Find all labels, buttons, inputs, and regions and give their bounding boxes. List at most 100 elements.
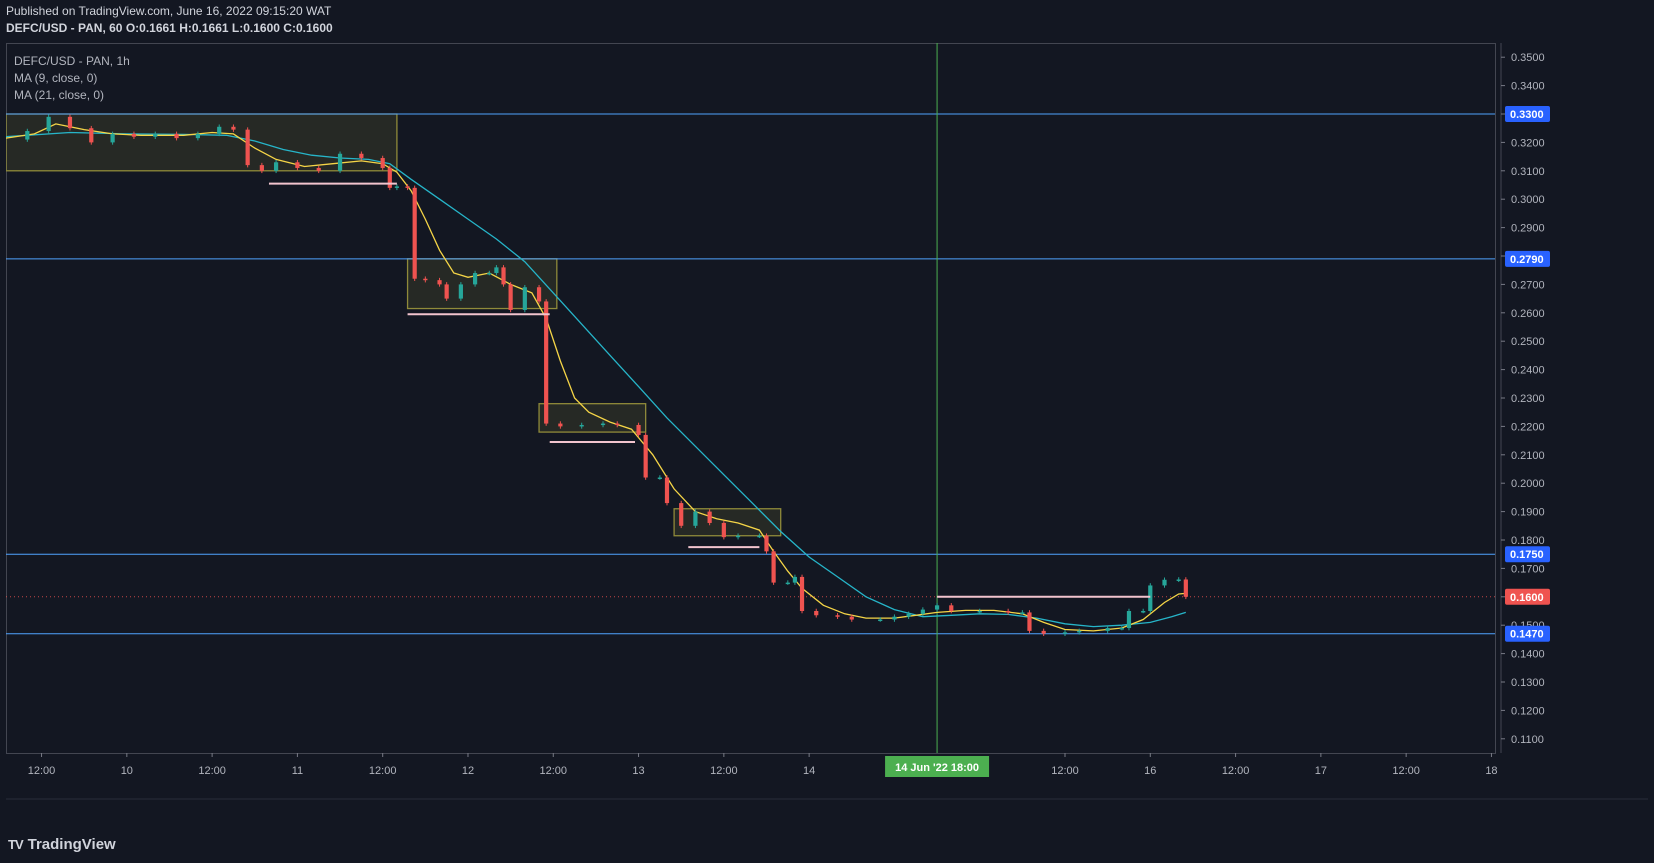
candle-body-32 [508, 284, 513, 310]
candle-body-76 [1162, 579, 1167, 586]
candle-body-7 [153, 133, 158, 137]
candle-body-23 [412, 187, 417, 279]
level-badge-4: 0.1470 [1510, 629, 1544, 641]
candle-body-21 [394, 186, 400, 188]
published-caption: Published on TradingView.com, June 16, 2… [6, 4, 332, 18]
candle-body-48 [735, 535, 741, 538]
x-tick-label: 10 [121, 765, 133, 777]
legend-ma9[interactable]: MA (9, close, 0) [14, 71, 98, 85]
x-tick-label: 12:00 [1222, 765, 1250, 777]
y-tick-label: 0.3200 [1511, 137, 1545, 149]
candle-body-18 [359, 153, 364, 159]
level-badge-1: 0.3300 [1510, 109, 1544, 121]
candle-body-30 [494, 267, 499, 274]
ma21-line [6, 131, 1186, 628]
candle-body-42 [657, 477, 662, 480]
y-tick-label: 0.3500 [1511, 52, 1545, 64]
candle-body-3 [67, 116, 73, 129]
x-tick-label: 16 [1144, 765, 1156, 777]
y-tick-label: 0.1900 [1511, 507, 1545, 519]
level-badge-1-bg [1505, 106, 1550, 122]
candle-body-73 [1126, 611, 1132, 629]
candle-body-51 [771, 551, 776, 583]
candle-body-39 [615, 423, 620, 426]
candle-body-20 [387, 167, 392, 188]
x-tick-label: 12:00 [198, 765, 226, 777]
y-tick-label: 0.1200 [1511, 705, 1545, 717]
candle-body-75 [1148, 585, 1153, 611]
candle-body-57 [849, 616, 854, 620]
tradingview-logo-icon: TV [8, 837, 24, 852]
current-price-badge-bg [1505, 588, 1550, 605]
candle-body-22 [405, 186, 410, 188]
chart-area[interactable]: 0.3500 0.3400 0.3300 0.3200 0.3100 0.3000 0.29… [6, 43, 1648, 839]
candle-body-13 [259, 165, 264, 171]
x-tick-label: 12:00 [369, 765, 397, 777]
candle-body-37 [579, 424, 584, 427]
candle-body-78 [1183, 579, 1188, 597]
candle-body-54 [799, 576, 805, 611]
current-price-badge: 0.1600 [1510, 592, 1544, 604]
candle-body-68 [1041, 630, 1046, 634]
consolidation-zone-3 [538, 403, 647, 433]
candle-body-64 [977, 611, 982, 613]
x-tick-label: 12:00 [710, 765, 738, 777]
low-value: 0.1600 [243, 21, 280, 35]
candle-body-71 [1105, 628, 1110, 631]
candle-body-45 [693, 511, 698, 526]
y-tick-label: 0.2500 [1511, 336, 1545, 348]
price-chart[interactable]: 0.3500 0.3400 0.3300 0.3200 0.3100 0.3000 0.29… [6, 43, 1648, 839]
candle-body-47 [721, 522, 726, 538]
level-badge-2-bg [1505, 250, 1550, 267]
ohlc-readout: DEFC/USD - PAN, 60 O:0.1661 H:0.1661 L:0… [6, 21, 333, 35]
x-tick-label: 12:00 [540, 765, 568, 777]
open-label: O: [125, 21, 140, 35]
candle-body-1 [25, 131, 30, 140]
x-tick-label: 13 [632, 765, 644, 777]
close-label: C: [283, 21, 296, 35]
candle-body-58 [878, 619, 883, 622]
candle-body-2 [46, 116, 51, 132]
candle-body-43 [664, 477, 670, 504]
candle-body-5 [110, 133, 115, 143]
legend-ma21[interactable]: MA (21, close, 0) [14, 88, 105, 102]
y-tick-label: 0.2400 [1511, 365, 1545, 377]
brand-name: TradingView [27, 836, 116, 853]
crosshair-time-badge: 14 Jun '22 18:00 [895, 762, 979, 774]
candle-body-41 [643, 434, 648, 478]
candle-body-9 [195, 133, 200, 139]
consolidation-zone-4 [673, 508, 782, 537]
candle-body-44 [679, 503, 684, 526]
candle-body-60 [906, 613, 911, 617]
y-tick-label: 0.2900 [1511, 223, 1545, 235]
x-tick-label: 14 [803, 765, 815, 777]
candle-body-35 [544, 301, 549, 424]
level-badge-2: 0.2790 [1510, 254, 1544, 266]
candle-body-61 [920, 609, 925, 614]
y-tick-label: 0.1700 [1511, 563, 1545, 575]
candle-body-46 [707, 511, 712, 523]
tradingview-brand[interactable]: TV TradingView [8, 836, 116, 853]
candle-body-56 [835, 615, 840, 617]
candle-body-26 [444, 284, 449, 299]
symbol-label: DEFC/USD - PAN, 60 [6, 21, 123, 35]
candle-body-63 [949, 605, 954, 611]
candle-body-31 [501, 267, 506, 285]
candle-body-40 [636, 424, 641, 435]
candle-body-29 [487, 273, 492, 275]
candle-body-14 [273, 162, 279, 171]
x-tick-label: 12:00 [1051, 765, 1079, 777]
y-tick-label: 0.1400 [1511, 649, 1545, 661]
candle-body-36 [558, 423, 563, 427]
candle-body-17 [337, 153, 343, 171]
plot-border [6, 43, 1496, 754]
candle-body-15 [295, 162, 300, 168]
candle-body-50 [764, 535, 769, 552]
x-tick-label: 18 [1485, 765, 1497, 777]
candle-body-16 [316, 167, 321, 171]
candle-body-19 [380, 158, 385, 168]
y-tick-label: 0.2300 [1511, 393, 1545, 405]
high-label: H: [179, 21, 192, 35]
crosshair-time-badge-bg [885, 756, 990, 777]
candle-body-72 [1119, 628, 1124, 630]
